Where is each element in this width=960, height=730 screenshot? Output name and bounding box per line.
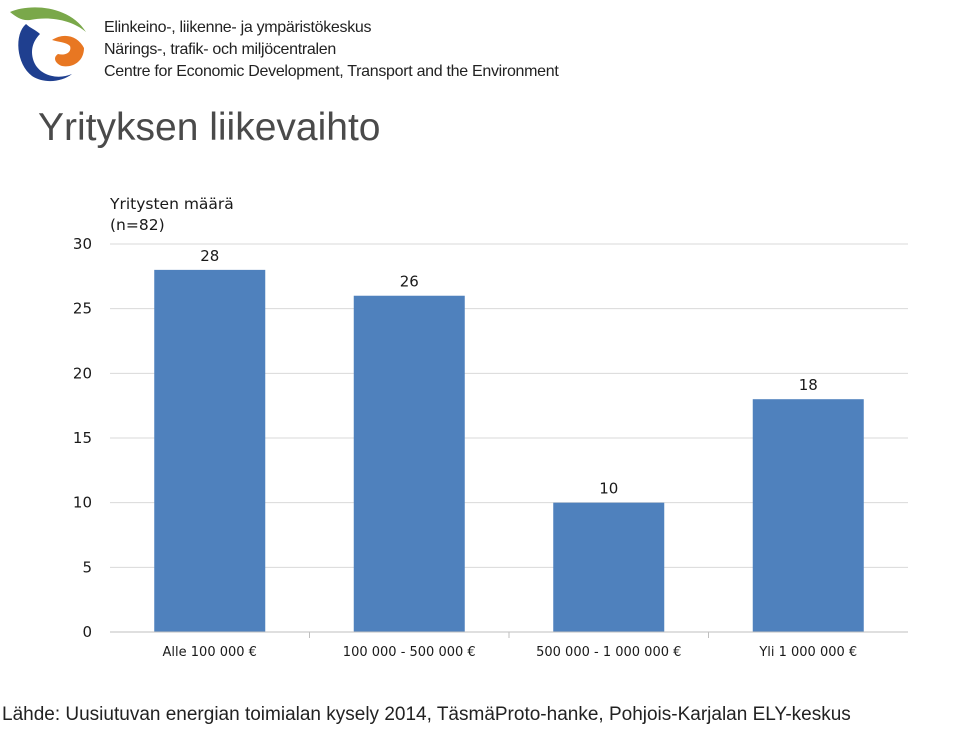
x-tick-label: 500 000 - 1 000 000 € [536, 645, 681, 660]
y-tick-label: 0 [82, 623, 92, 641]
bar [154, 269, 266, 632]
org-name-en: Centre for Economic Development, Transpo… [104, 63, 559, 80]
y-tick-label: 20 [73, 364, 92, 382]
data-label: 28 [200, 247, 219, 265]
chart-subtitle: (n=82) [110, 216, 165, 234]
bar [353, 295, 465, 632]
x-tick-label: Alle 100 000 € [163, 645, 257, 660]
logo-blue-swirl [18, 24, 72, 82]
bar [752, 399, 864, 632]
data-label: 10 [599, 480, 618, 498]
chart-title: Yritysten määrä [109, 195, 234, 213]
x-tick-label: 100 000 - 500 000 € [343, 645, 476, 660]
data-labels: 28 26 10 18 [200, 247, 818, 498]
organization-names: Elinkeino-, liikenne- ja ympäristökeskus… [104, 17, 559, 83]
org-name-sv: Närings-, trafik- och miljöcentralen [104, 41, 336, 58]
bar [553, 502, 665, 632]
data-label: 18 [799, 376, 818, 394]
bar-chart: 0 5 10 15 20 25 30 28 26 10 18 Alle 100 000 € 100 … [73, 195, 908, 660]
x-tick-label: Yli 1 000 000 € [758, 645, 857, 660]
x-axis: Alle 100 000 € 100 000 - 500 000 € 500 000… [110, 631, 908, 660]
y-tick-label: 25 [73, 300, 92, 318]
page-title: Yrityksen liikevaihto [38, 106, 381, 149]
ely-logo [10, 7, 86, 82]
bars [154, 269, 864, 632]
y-axis-ticks: 0 5 10 15 20 25 30 [73, 235, 92, 641]
y-tick-label: 5 [82, 558, 92, 576]
y-tick-label: 15 [73, 429, 92, 447]
org-name-fi: Elinkeino-, liikenne- ja ympäristökeskus [104, 19, 372, 36]
data-label: 26 [400, 273, 419, 291]
logo-orange-leaf [52, 35, 84, 67]
header: Elinkeino-, liikenne- ja ympäristökeskus… [0, 0, 960, 90]
logo-green-leaf [10, 7, 86, 32]
y-tick-label: 10 [73, 494, 92, 512]
y-tick-label: 30 [73, 235, 92, 253]
source-note: Lähde: Uusiutuvan energian toimialan kys… [2, 704, 851, 725]
